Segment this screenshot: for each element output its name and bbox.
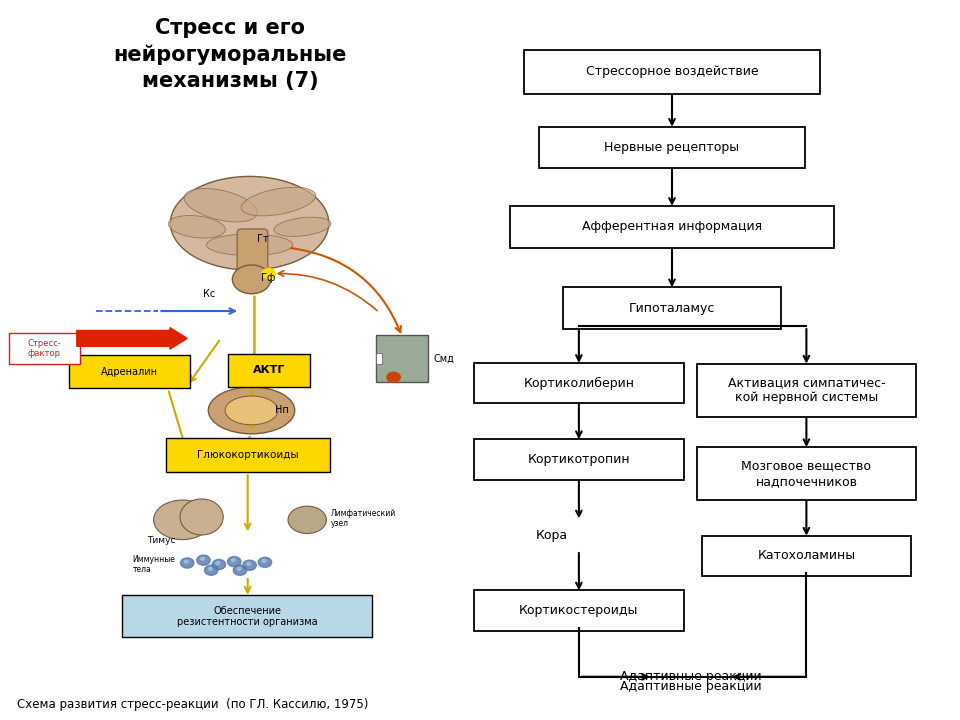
Text: Активация симпатичес-
кой нервной системы: Активация симпатичес- кой нервной систем… xyxy=(728,377,885,404)
FancyBboxPatch shape xyxy=(122,595,372,637)
Circle shape xyxy=(247,562,251,565)
FancyBboxPatch shape xyxy=(237,229,268,276)
Circle shape xyxy=(212,559,226,570)
FancyBboxPatch shape xyxy=(474,439,684,480)
Circle shape xyxy=(228,557,241,567)
Text: Кортиколиберин: Кортиколиберин xyxy=(523,377,635,390)
Circle shape xyxy=(243,560,256,570)
Circle shape xyxy=(262,559,266,562)
FancyArrow shape xyxy=(77,328,187,349)
Text: Адаптивные реакции: Адаптивные реакции xyxy=(620,680,762,693)
Text: Адаптивные реакции: Адаптивные реакции xyxy=(620,670,762,683)
Ellipse shape xyxy=(168,215,226,238)
Text: Тимус: Тимус xyxy=(147,536,176,544)
Ellipse shape xyxy=(184,189,257,222)
Text: Смд: Смд xyxy=(434,354,455,364)
Ellipse shape xyxy=(171,176,328,270)
FancyBboxPatch shape xyxy=(9,333,80,364)
Text: Гт: Гт xyxy=(257,234,269,244)
Circle shape xyxy=(208,567,212,570)
Circle shape xyxy=(184,560,188,563)
Text: АКТГ: АКТГ xyxy=(252,365,285,375)
Text: Кортикотропин: Кортикотропин xyxy=(528,453,630,466)
Ellipse shape xyxy=(206,234,293,256)
Ellipse shape xyxy=(208,387,295,433)
Circle shape xyxy=(237,567,241,570)
Ellipse shape xyxy=(288,506,326,534)
FancyBboxPatch shape xyxy=(697,447,916,500)
FancyBboxPatch shape xyxy=(702,536,911,576)
Text: Лимфатический
узел: Лимфатический узел xyxy=(331,509,396,528)
FancyBboxPatch shape xyxy=(524,50,820,94)
FancyBboxPatch shape xyxy=(228,354,310,387)
Circle shape xyxy=(216,562,220,564)
Text: Кора: Кора xyxy=(536,529,568,542)
Text: Мозговое вещество
надпочечников: Мозговое вещество надпочечников xyxy=(741,460,872,487)
Text: Иммунные
тела: Иммунные тела xyxy=(132,555,176,574)
Text: Катохоламины: Катохоламины xyxy=(757,549,855,562)
Text: Обеспечение
резистентности организма: Обеспечение резистентности организма xyxy=(178,606,318,627)
FancyBboxPatch shape xyxy=(474,590,684,631)
Text: Глюкокортикоиды: Глюкокортикоиды xyxy=(197,450,299,460)
Circle shape xyxy=(387,372,400,382)
FancyBboxPatch shape xyxy=(697,364,916,416)
FancyBboxPatch shape xyxy=(166,438,330,472)
Text: Схема развития стресс-реакции  (по ГЛ. Кассилю, 1975): Схема развития стресс-реакции (по ГЛ. Ка… xyxy=(17,698,369,711)
FancyBboxPatch shape xyxy=(69,355,190,388)
Text: Адреналин: Адреналин xyxy=(101,366,158,377)
Circle shape xyxy=(197,555,210,565)
Text: Афферентная информация: Афферентная информация xyxy=(582,220,762,233)
Ellipse shape xyxy=(232,265,271,294)
Text: Гипоталамус: Гипоталамус xyxy=(629,302,715,315)
Text: Гф: Гф xyxy=(261,273,276,283)
Ellipse shape xyxy=(274,217,331,236)
Circle shape xyxy=(180,558,194,568)
Text: Нервные рецепторы: Нервные рецепторы xyxy=(605,141,739,154)
FancyBboxPatch shape xyxy=(474,363,684,403)
Text: Кортикостероиды: Кортикостероиды xyxy=(519,604,638,617)
Ellipse shape xyxy=(180,499,223,535)
Ellipse shape xyxy=(154,500,211,540)
Text: Кс: Кс xyxy=(204,289,215,299)
Bar xyxy=(376,353,382,364)
Circle shape xyxy=(201,557,204,560)
Circle shape xyxy=(233,565,247,575)
Circle shape xyxy=(231,559,235,562)
Text: Стрессорное воздействие: Стрессорное воздействие xyxy=(586,66,758,78)
FancyBboxPatch shape xyxy=(510,206,834,248)
Text: Стресс-
фактор: Стресс- фактор xyxy=(27,339,61,358)
Circle shape xyxy=(204,565,218,575)
FancyBboxPatch shape xyxy=(563,287,781,329)
Circle shape xyxy=(262,269,276,279)
Text: Стресс и его
нейрогуморальные
механизмы (7): Стресс и его нейрогуморальные механизмы … xyxy=(113,18,348,91)
Ellipse shape xyxy=(225,396,278,425)
Text: Нп: Нп xyxy=(275,405,288,415)
Circle shape xyxy=(258,557,272,567)
FancyBboxPatch shape xyxy=(376,335,428,382)
Ellipse shape xyxy=(241,187,316,216)
FancyBboxPatch shape xyxy=(539,127,805,168)
